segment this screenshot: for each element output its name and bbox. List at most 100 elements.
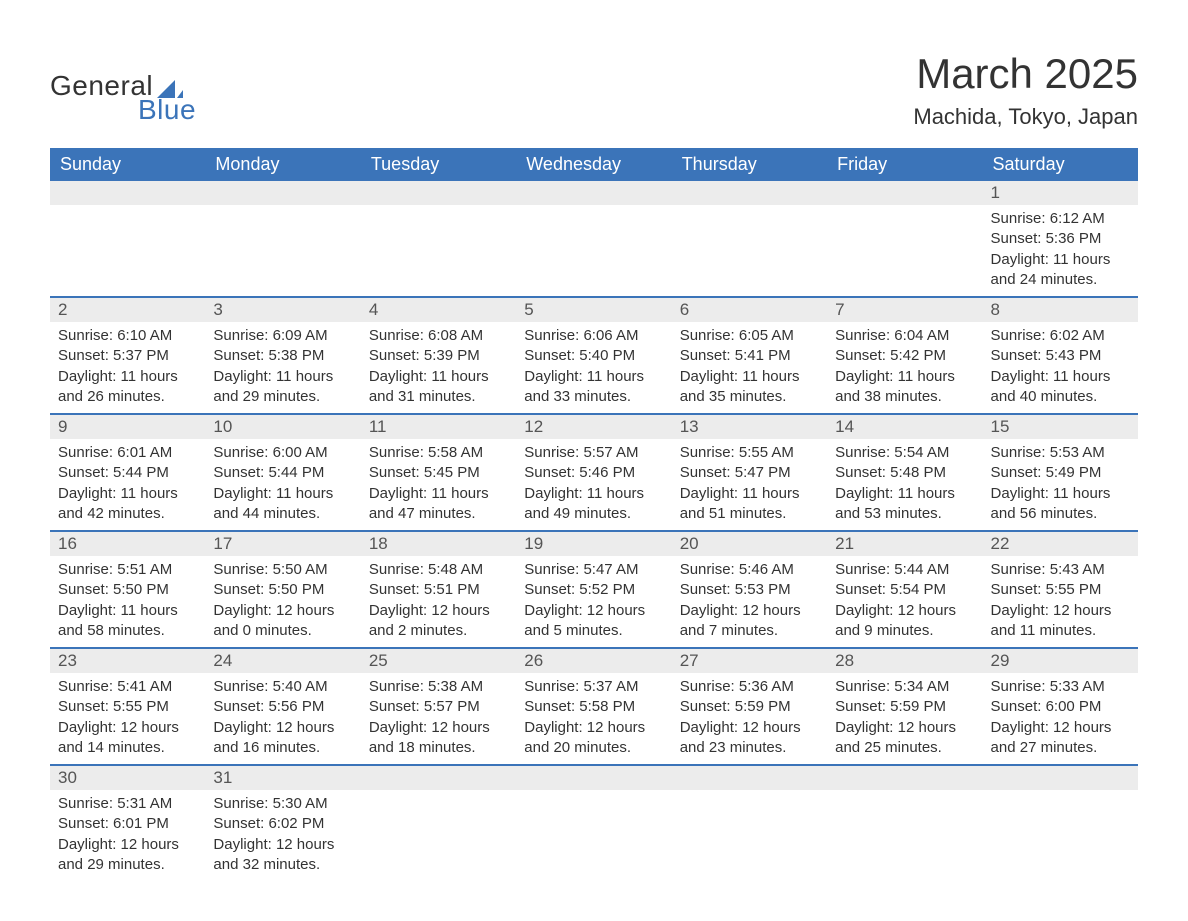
day-number: 25 bbox=[361, 649, 516, 673]
day-body: Sunrise: 5:44 AMSunset: 5:54 PMDaylight:… bbox=[827, 556, 982, 647]
calendar-day-cell: 18Sunrise: 5:48 AMSunset: 5:51 PMDayligh… bbox=[361, 531, 516, 648]
day-number: 12 bbox=[516, 415, 671, 439]
sunrise-line: Sunrise: 5:47 AM bbox=[524, 560, 663, 580]
sunrise-line: Sunrise: 5:50 AM bbox=[213, 560, 352, 580]
day-body: Sunrise: 5:57 AMSunset: 5:46 PMDaylight:… bbox=[516, 439, 671, 530]
day-number: 24 bbox=[205, 649, 360, 673]
daylight-line: Daylight: 12 hours and 2 minutes. bbox=[369, 601, 508, 642]
calendar-day-cell: 10Sunrise: 6:00 AMSunset: 5:44 PMDayligh… bbox=[205, 414, 360, 531]
day-number bbox=[983, 766, 1138, 790]
calendar-day-cell bbox=[361, 181, 516, 297]
daylight-line: Daylight: 12 hours and 18 minutes. bbox=[369, 718, 508, 759]
day-number bbox=[50, 181, 205, 205]
sunrise-line: Sunrise: 6:08 AM bbox=[369, 326, 508, 346]
calendar-day-cell bbox=[672, 181, 827, 297]
day-body: Sunrise: 6:01 AMSunset: 5:44 PMDaylight:… bbox=[50, 439, 205, 530]
sunset-line: Sunset: 5:46 PM bbox=[524, 463, 663, 483]
sunrise-line: Sunrise: 5:46 AM bbox=[680, 560, 819, 580]
day-number: 17 bbox=[205, 532, 360, 556]
day-number bbox=[205, 181, 360, 205]
day-body: Sunrise: 5:41 AMSunset: 5:55 PMDaylight:… bbox=[50, 673, 205, 764]
daylight-line: Daylight: 12 hours and 20 minutes. bbox=[524, 718, 663, 759]
calendar-day-cell bbox=[361, 765, 516, 881]
sunset-line: Sunset: 6:00 PM bbox=[991, 697, 1130, 717]
calendar-day-cell: 6Sunrise: 6:05 AMSunset: 5:41 PMDaylight… bbox=[672, 297, 827, 414]
calendar-day-cell: 8Sunrise: 6:02 AMSunset: 5:43 PMDaylight… bbox=[983, 297, 1138, 414]
day-number: 26 bbox=[516, 649, 671, 673]
calendar-header-row: Sunday Monday Tuesday Wednesday Thursday… bbox=[50, 148, 1138, 181]
calendar-day-cell bbox=[672, 765, 827, 881]
day-number: 21 bbox=[827, 532, 982, 556]
sunrise-line: Sunrise: 5:37 AM bbox=[524, 677, 663, 697]
day-number: 11 bbox=[361, 415, 516, 439]
calendar-day-cell: 11Sunrise: 5:58 AMSunset: 5:45 PMDayligh… bbox=[361, 414, 516, 531]
sunrise-line: Sunrise: 5:31 AM bbox=[58, 794, 197, 814]
day-body: Sunrise: 5:40 AMSunset: 5:56 PMDaylight:… bbox=[205, 673, 360, 764]
day-number: 30 bbox=[50, 766, 205, 790]
sunrise-line: Sunrise: 5:53 AM bbox=[991, 443, 1130, 463]
day-body: Sunrise: 5:30 AMSunset: 6:02 PMDaylight:… bbox=[205, 790, 360, 881]
calendar-week-row: 2Sunrise: 6:10 AMSunset: 5:37 PMDaylight… bbox=[50, 297, 1138, 414]
sunrise-line: Sunrise: 5:58 AM bbox=[369, 443, 508, 463]
col-header: Saturday bbox=[983, 148, 1138, 181]
day-body bbox=[672, 205, 827, 277]
daylight-line: Daylight: 11 hours and 53 minutes. bbox=[835, 484, 974, 525]
calendar-day-cell: 5Sunrise: 6:06 AMSunset: 5:40 PMDaylight… bbox=[516, 297, 671, 414]
sunrise-line: Sunrise: 6:09 AM bbox=[213, 326, 352, 346]
day-number bbox=[672, 181, 827, 205]
daylight-line: Daylight: 12 hours and 32 minutes. bbox=[213, 835, 352, 876]
daylight-line: Daylight: 12 hours and 16 minutes. bbox=[213, 718, 352, 759]
day-number: 2 bbox=[50, 298, 205, 322]
sunrise-line: Sunrise: 6:04 AM bbox=[835, 326, 974, 346]
calendar-week-row: 23Sunrise: 5:41 AMSunset: 5:55 PMDayligh… bbox=[50, 648, 1138, 765]
day-number: 1 bbox=[983, 181, 1138, 205]
calendar-day-cell: 15Sunrise: 5:53 AMSunset: 5:49 PMDayligh… bbox=[983, 414, 1138, 531]
sunset-line: Sunset: 5:39 PM bbox=[369, 346, 508, 366]
location-subtitle: Machida, Tokyo, Japan bbox=[913, 104, 1138, 130]
daylight-line: Daylight: 12 hours and 11 minutes. bbox=[991, 601, 1130, 642]
daylight-line: Daylight: 12 hours and 27 minutes. bbox=[991, 718, 1130, 759]
day-body bbox=[672, 790, 827, 862]
day-body: Sunrise: 5:34 AMSunset: 5:59 PMDaylight:… bbox=[827, 673, 982, 764]
sunset-line: Sunset: 5:57 PM bbox=[369, 697, 508, 717]
calendar-day-cell bbox=[205, 181, 360, 297]
day-number: 29 bbox=[983, 649, 1138, 673]
day-body: Sunrise: 5:36 AMSunset: 5:59 PMDaylight:… bbox=[672, 673, 827, 764]
calendar-day-cell: 28Sunrise: 5:34 AMSunset: 5:59 PMDayligh… bbox=[827, 648, 982, 765]
day-number: 16 bbox=[50, 532, 205, 556]
day-body: Sunrise: 5:33 AMSunset: 6:00 PMDaylight:… bbox=[983, 673, 1138, 764]
daylight-line: Daylight: 12 hours and 0 minutes. bbox=[213, 601, 352, 642]
day-body: Sunrise: 5:48 AMSunset: 5:51 PMDaylight:… bbox=[361, 556, 516, 647]
calendar-day-cell: 26Sunrise: 5:37 AMSunset: 5:58 PMDayligh… bbox=[516, 648, 671, 765]
month-title: March 2025 bbox=[913, 50, 1138, 98]
sunset-line: Sunset: 5:50 PM bbox=[58, 580, 197, 600]
brand-word-blue: Blue bbox=[138, 94, 196, 126]
sunrise-line: Sunrise: 5:34 AM bbox=[835, 677, 974, 697]
calendar-day-cell: 25Sunrise: 5:38 AMSunset: 5:57 PMDayligh… bbox=[361, 648, 516, 765]
day-number: 31 bbox=[205, 766, 360, 790]
calendar-day-cell: 30Sunrise: 5:31 AMSunset: 6:01 PMDayligh… bbox=[50, 765, 205, 881]
sunset-line: Sunset: 5:58 PM bbox=[524, 697, 663, 717]
sunset-line: Sunset: 5:36 PM bbox=[991, 229, 1130, 249]
col-header: Thursday bbox=[672, 148, 827, 181]
day-body: Sunrise: 6:09 AMSunset: 5:38 PMDaylight:… bbox=[205, 322, 360, 413]
daylight-line: Daylight: 11 hours and 49 minutes. bbox=[524, 484, 663, 525]
day-number: 6 bbox=[672, 298, 827, 322]
day-body: Sunrise: 5:37 AMSunset: 5:58 PMDaylight:… bbox=[516, 673, 671, 764]
daylight-line: Daylight: 12 hours and 14 minutes. bbox=[58, 718, 197, 759]
day-body: Sunrise: 6:00 AMSunset: 5:44 PMDaylight:… bbox=[205, 439, 360, 530]
day-number: 20 bbox=[672, 532, 827, 556]
day-body bbox=[516, 205, 671, 277]
sunrise-line: Sunrise: 6:12 AM bbox=[991, 209, 1130, 229]
day-body: Sunrise: 6:12 AMSunset: 5:36 PMDaylight:… bbox=[983, 205, 1138, 296]
daylight-line: Daylight: 11 hours and 24 minutes. bbox=[991, 250, 1130, 291]
day-body: Sunrise: 5:53 AMSunset: 5:49 PMDaylight:… bbox=[983, 439, 1138, 530]
calendar-day-cell: 29Sunrise: 5:33 AMSunset: 6:00 PMDayligh… bbox=[983, 648, 1138, 765]
sunrise-line: Sunrise: 6:10 AM bbox=[58, 326, 197, 346]
calendar-day-cell: 21Sunrise: 5:44 AMSunset: 5:54 PMDayligh… bbox=[827, 531, 982, 648]
sunset-line: Sunset: 5:59 PM bbox=[680, 697, 819, 717]
day-number bbox=[516, 181, 671, 205]
calendar-day-cell: 14Sunrise: 5:54 AMSunset: 5:48 PMDayligh… bbox=[827, 414, 982, 531]
sunrise-line: Sunrise: 5:40 AM bbox=[213, 677, 352, 697]
col-header: Tuesday bbox=[361, 148, 516, 181]
